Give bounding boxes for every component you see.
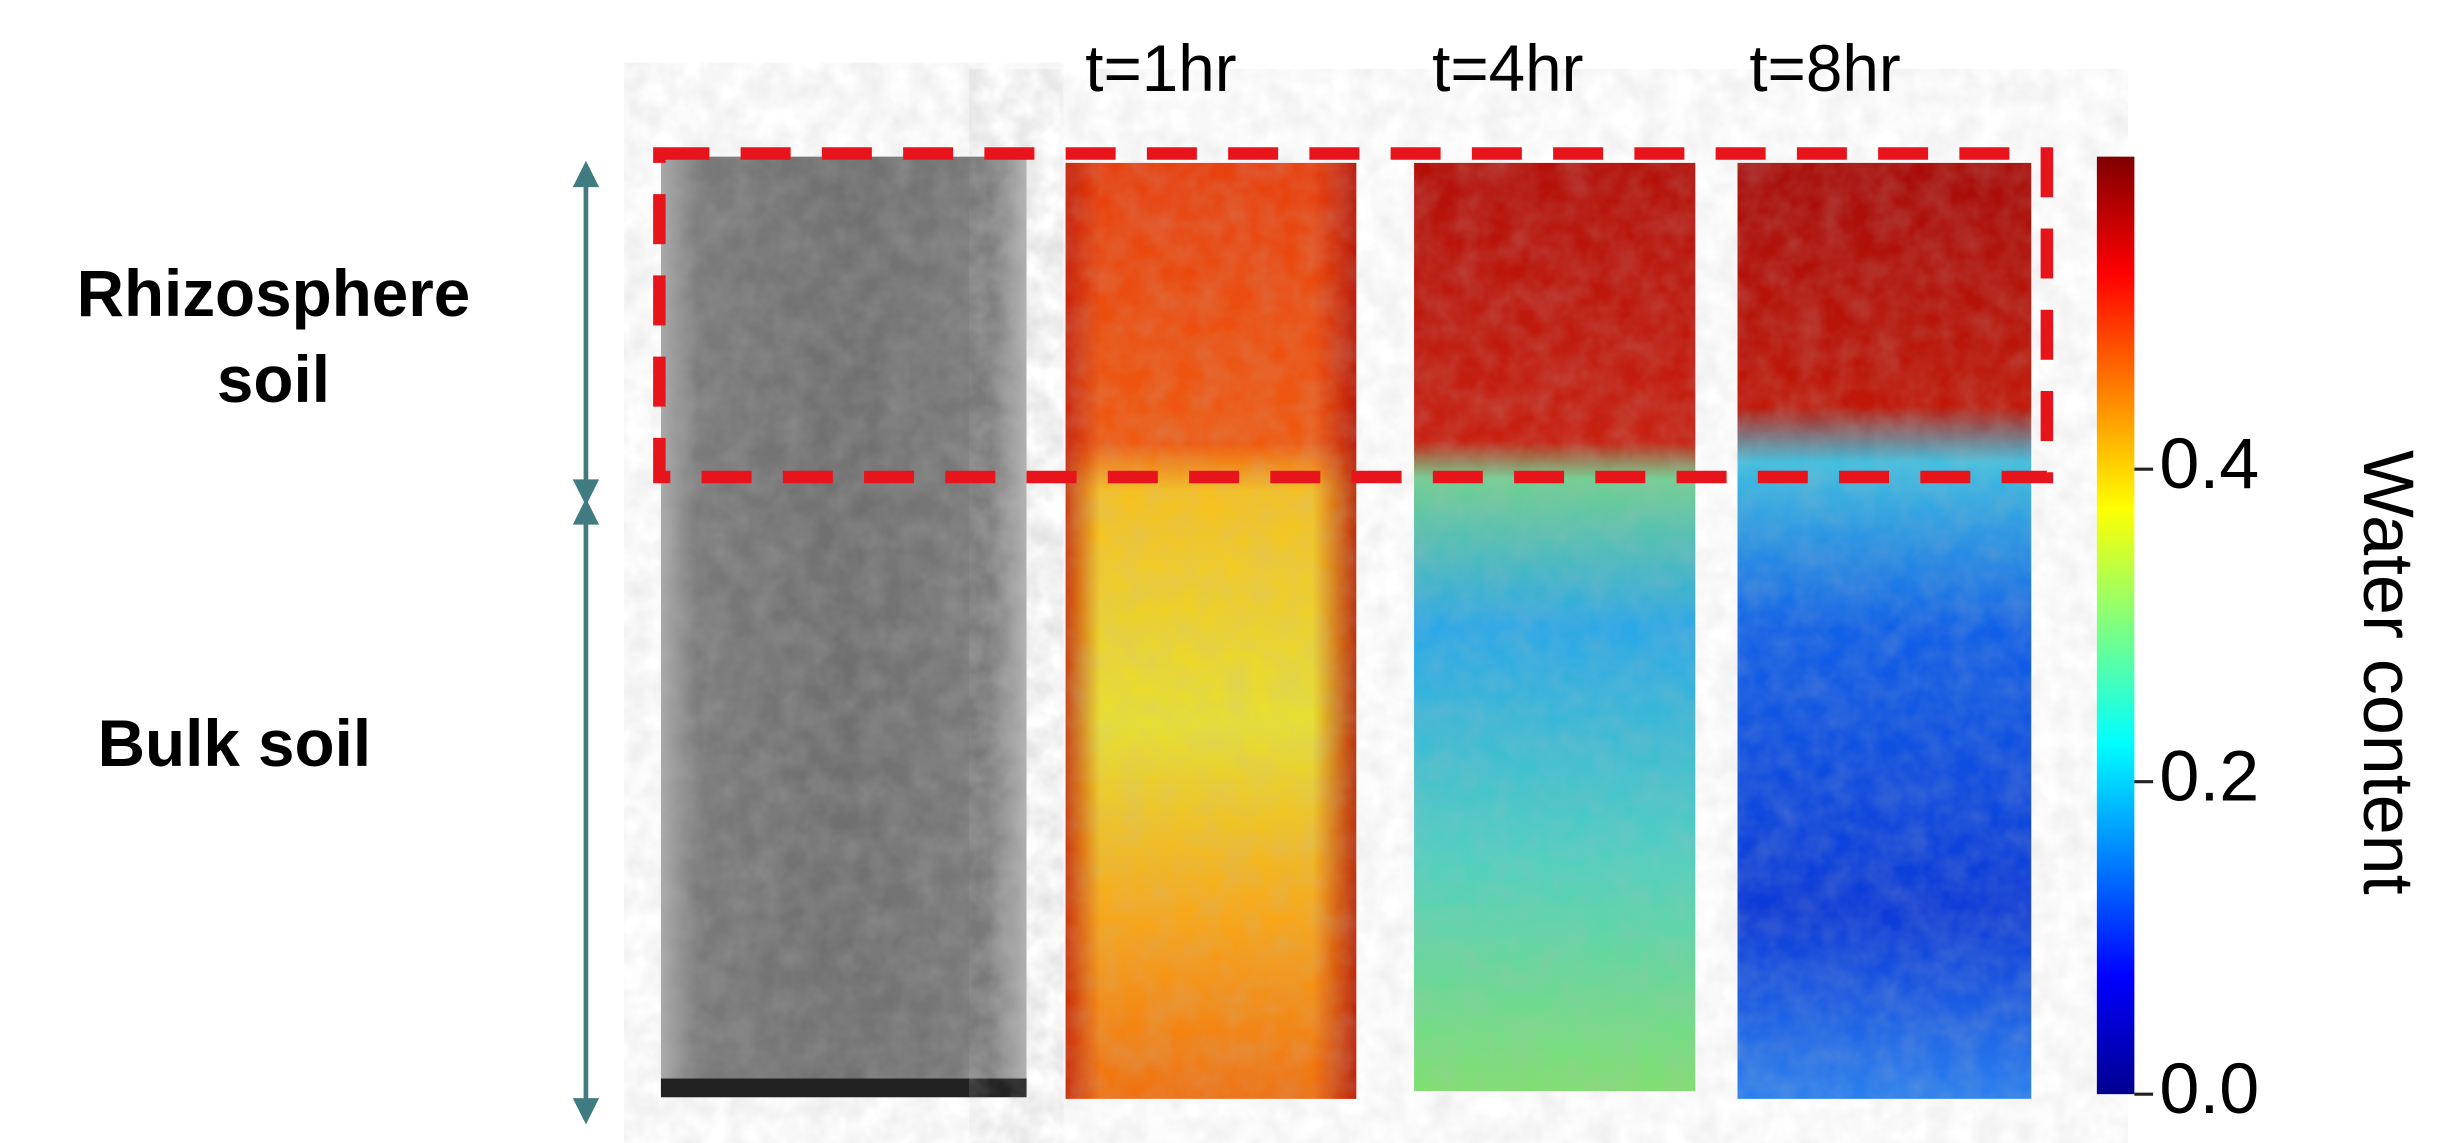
tick-label: 0.0 [2159, 1049, 2259, 1129]
label: Rhizosphere [77, 257, 471, 330]
colorbar [2096, 156, 2135, 1095]
label: soil [217, 343, 330, 416]
time-label: t=1hr [1085, 32, 1236, 105]
tick-label: 0.4 [2159, 424, 2259, 504]
texture [1065, 162, 2032, 1099]
time-label: t=4hr [1432, 32, 1583, 105]
tick-label: 0.2 [2159, 737, 2259, 817]
base [660, 1078, 1027, 1098]
texture [660, 156, 1027, 1095]
highlight-box [653, 147, 2054, 484]
arrows [572, 160, 600, 1125]
colorbar-title: Water content [2348, 450, 2428, 895]
label: Bulk soil [98, 707, 371, 780]
time-label: t=8hr [1749, 32, 1900, 105]
